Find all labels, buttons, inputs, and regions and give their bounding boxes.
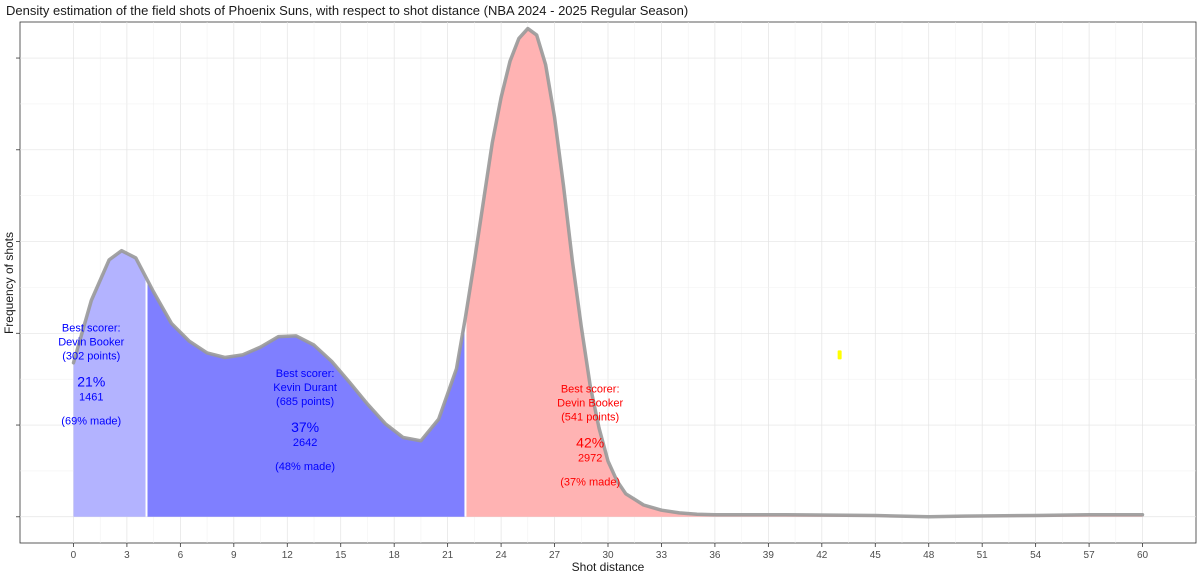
segment-area (73, 250, 147, 517)
annotation-scorer-label: Best scorer: (276, 368, 335, 380)
x-tick-label: 60 (1137, 550, 1149, 561)
x-tick-label: 18 (389, 550, 401, 561)
x-tick-label: 12 (282, 550, 294, 561)
annotation-scorer-name: Kevin Durant (273, 382, 337, 394)
x-tick-label: 39 (763, 550, 775, 561)
chart-title: Density estimation of the field shots of… (6, 3, 688, 18)
x-tick-label: 57 (1084, 550, 1096, 561)
x-tick-label: 33 (656, 550, 668, 561)
annotation-made: (37% made) (560, 476, 620, 488)
annotation-count: 2972 (578, 452, 602, 464)
y-axis-title: Frequency of shots (2, 232, 16, 334)
x-tick-label: 30 (602, 550, 614, 561)
annotation-points: (302 points) (62, 350, 120, 362)
x-tick-label: 42 (816, 550, 828, 561)
annotation-count: 2642 (293, 437, 317, 449)
segment-dividers (145, 277, 467, 517)
x-tick-label: 21 (442, 550, 454, 561)
density-curve (71, 26, 1145, 519)
x-tick-label: 3 (124, 550, 130, 561)
annotation-scorer-name: Devin Booker (58, 336, 124, 348)
segment-area (146, 278, 466, 517)
density-areas (73, 28, 1143, 517)
annotation-scorer-name: Devin Booker (557, 397, 623, 409)
x-tick-label: 54 (1030, 550, 1042, 561)
annotation-points: (685 points) (276, 396, 334, 408)
x-tick-label: 51 (977, 550, 989, 561)
annotation-points: (541 points) (561, 411, 619, 423)
x-axis-title: Shot distance (572, 560, 645, 574)
annotation-made: (48% made) (275, 461, 335, 473)
segment-annotations: Best scorer: Devin Booker (302 points) 21% 1… (58, 322, 623, 488)
annotation-made: (69% made) (61, 415, 121, 427)
highlight-marker (837, 350, 842, 360)
x-axis-ticks: 0 3 6 9 12 15 18 21 24 27 30 33 36 39 42 45 48 51 54 57 60 (71, 543, 1149, 561)
x-tick-label: 0 (71, 550, 77, 561)
annotation-scorer-label: Best scorer: (62, 322, 121, 334)
annotation-count: 1461 (79, 391, 103, 403)
annotation-scorer-label: Best scorer: (561, 383, 620, 395)
x-tick-label: 48 (923, 550, 935, 561)
x-tick-label: 6 (178, 550, 184, 561)
x-tick-label: 15 (335, 550, 347, 561)
x-tick-label: 27 (549, 550, 561, 561)
x-tick-label: 36 (709, 550, 721, 561)
x-tick-label: 45 (870, 550, 882, 561)
annotation-percent: 37% (291, 419, 319, 435)
annotation-percent: 21% (77, 373, 105, 389)
segment-area (465, 28, 1143, 517)
x-tick-label: 24 (496, 550, 508, 561)
x-tick-label: 9 (231, 550, 237, 561)
annotation-percent: 42% (576, 434, 604, 450)
y-axis-ticks (16, 57, 20, 518)
